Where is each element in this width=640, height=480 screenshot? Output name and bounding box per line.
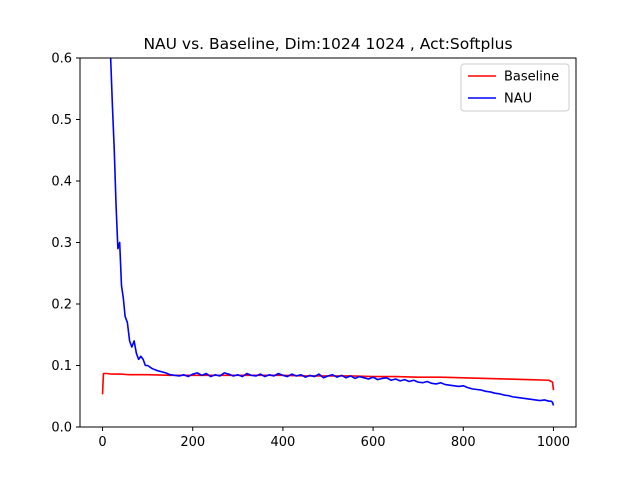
axes: 0 200 400 600 800 1000 0.0 0.1 0.2 0.3 0.4 0.5 0.6 (51, 52, 577, 450)
series-line-nau (109, 58, 555, 406)
chart-title: NAU vs. Baseline, Dim:1024 1024 , Act:So… (143, 35, 512, 53)
y-tick-label: 0.6 (51, 52, 72, 67)
x-tick-label: 200 (180, 435, 205, 450)
x-tick-label: 600 (361, 435, 386, 450)
y-tick-label: 0.1 (51, 359, 72, 374)
x-tick-label: 400 (270, 435, 295, 450)
x-tick-label: 0 (98, 435, 106, 450)
legend-label-baseline: Baseline (504, 70, 559, 85)
y-tick-label: 0.2 (51, 298, 72, 313)
x-tick-label: 800 (451, 435, 476, 450)
plot-area (101, 58, 555, 406)
y-tick-label: 0.0 (51, 421, 72, 436)
y-tick-label: 0.3 (51, 236, 72, 251)
y-tick-label: 0.5 (51, 113, 72, 128)
series-line-baseline (101, 372, 555, 395)
x-tick-label: 1000 (537, 435, 570, 450)
y-tick-label: 0.4 (51, 175, 72, 190)
legend-label-nau: NAU (504, 92, 532, 107)
legend: Baseline NAU (460, 63, 570, 112)
